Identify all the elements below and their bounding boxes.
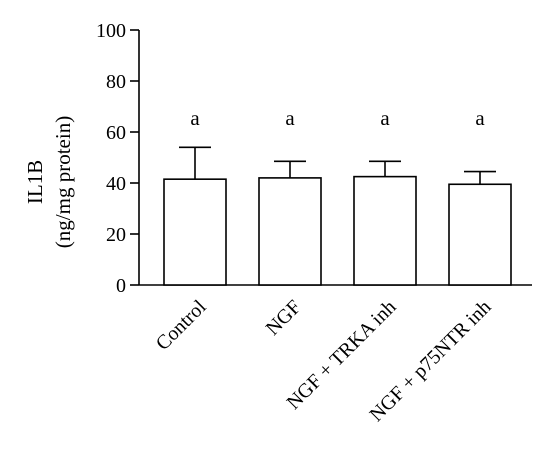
bar [448,183,512,286]
y-tick-label: 100 [96,20,126,42]
significance-letter: a [380,106,390,130]
y-tick-label: 80 [106,71,126,93]
x-tick-label: Control [152,296,211,355]
y-tick-label: 60 [106,122,126,144]
bar [258,177,322,286]
y-axis-label: IL1B (ng/mg protein) [23,116,75,248]
significance-letter: a [475,106,485,130]
bar [163,178,227,286]
error-bars [179,146,496,185]
bar [353,175,417,286]
y-axis-ticks: 0 20 40 60 80 100 [96,20,139,297]
y-tick-label: 40 [106,173,126,195]
x-tick-label: NGF [262,296,306,340]
y-axis-label-line-1: IL1B [23,160,47,204]
significance-letter: a [190,106,200,130]
y-tick-label: 20 [106,224,126,246]
bars [163,175,512,286]
y-axis-label-line-2: (ng/mg protein) [51,116,75,248]
significance-letter: a [285,106,295,130]
y-tick-label: 0 [116,275,126,297]
